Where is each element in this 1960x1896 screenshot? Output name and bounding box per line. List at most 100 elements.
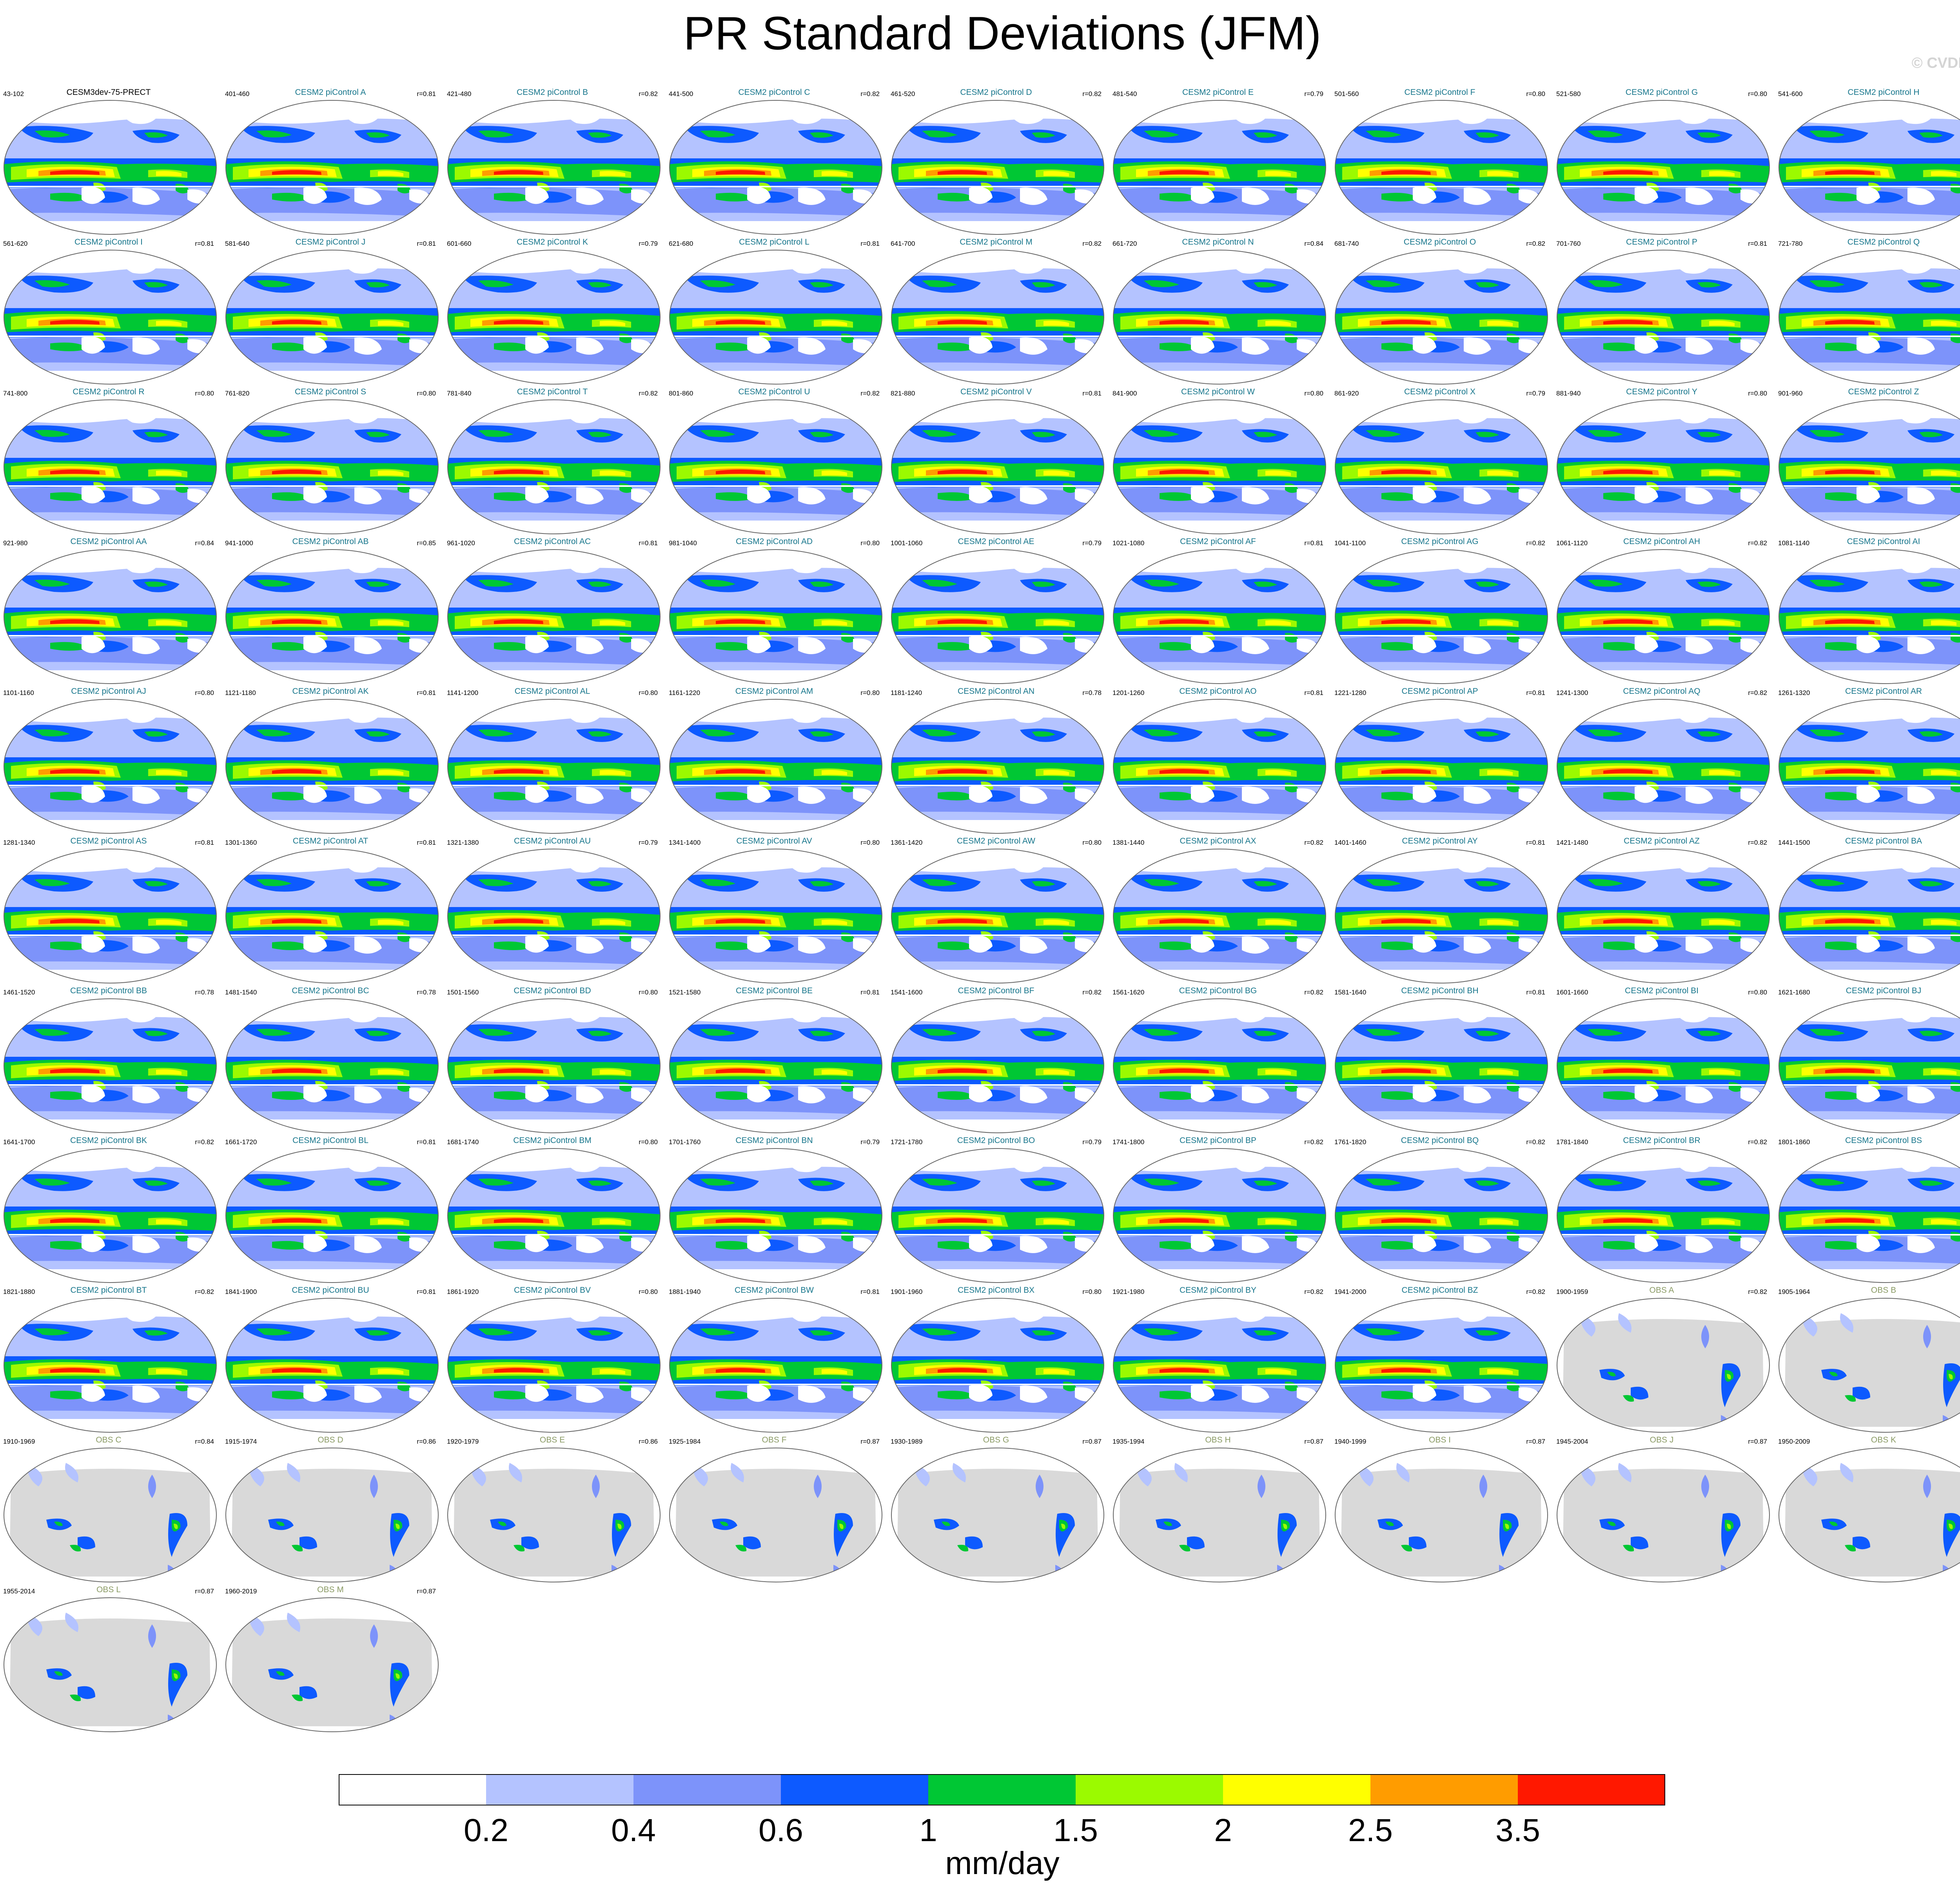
model-panel: 741-800 CESM2 piControl R r=0.80 bbox=[0, 387, 217, 535]
obs-panel: 1900-1959 OBS A r=0.82 bbox=[1553, 1286, 1770, 1433]
panel-correlation: r=0.82 bbox=[1082, 90, 1102, 98]
panel-title: CESM2 piControl AE bbox=[958, 537, 1034, 546]
model-panel: 1721-1780 CESM2 piControl BO r=0.79 bbox=[887, 1136, 1105, 1283]
panel-title: CESM2 piControl V bbox=[960, 387, 1032, 396]
panel-correlation: r=0.81 bbox=[417, 839, 436, 846]
panel-correlation: r=0.82 bbox=[1304, 1138, 1323, 1146]
panel-correlation: r=0.81 bbox=[1748, 240, 1767, 247]
panel-title: CESM2 piControl S bbox=[294, 387, 367, 396]
panel-correlation: r=0.80 bbox=[1304, 390, 1323, 397]
panel-years: 1900-1959 bbox=[1556, 1288, 1588, 1295]
panel-correlation: r=0.81 bbox=[417, 240, 436, 247]
panel-correlation: r=0.79 bbox=[1082, 539, 1102, 547]
panel-correlation: r=0.80 bbox=[1526, 90, 1545, 98]
model-map bbox=[1779, 998, 1960, 1133]
model-map bbox=[447, 1148, 661, 1283]
model-panel: 681-740 CESM2 piControl O r=0.82 bbox=[1331, 238, 1548, 385]
panel-title: OBS A bbox=[1649, 1286, 1674, 1295]
model-map bbox=[1557, 549, 1770, 684]
model-map bbox=[669, 998, 882, 1133]
panel-years: 721-780 bbox=[1778, 240, 1803, 247]
model-panel: 1481-1540 CESM2 piControl BC r=0.78 bbox=[222, 986, 439, 1134]
model-map bbox=[669, 549, 882, 684]
model-map bbox=[669, 1298, 882, 1433]
panel-title: CESM2 piControl AH bbox=[1623, 537, 1700, 546]
model-panel: 401-460 CESM2 piControl A r=0.81 bbox=[222, 88, 439, 235]
panel-title: CESM2 piControl Q bbox=[1847, 238, 1920, 247]
model-panel: 1761-1820 CESM2 piControl BQ r=0.82 bbox=[1331, 1136, 1548, 1283]
panel-correlation: r=0.81 bbox=[1082, 390, 1102, 397]
colorbar-box-4 bbox=[781, 1774, 928, 1805]
panel-years: 1101-1160 bbox=[3, 689, 34, 697]
model-map bbox=[1335, 1148, 1548, 1283]
panel-years: 1881-1940 bbox=[669, 1288, 701, 1295]
model-panel: 1541-1600 CESM2 piControl BF r=0.82 bbox=[887, 986, 1105, 1134]
model-panel: 1021-1080 CESM2 piControl AF r=0.81 bbox=[1109, 537, 1327, 684]
panel-title: CESM2 piControl AJ bbox=[71, 687, 146, 696]
panel-title: CESM2 piControl AC bbox=[514, 537, 591, 546]
obs-panel: 1930-1989 OBS G r=0.87 bbox=[887, 1435, 1105, 1583]
model-panel: 501-560 CESM2 piControl F r=0.80 bbox=[1331, 88, 1548, 235]
panel-correlation: r=0.81 bbox=[195, 240, 214, 247]
model-map bbox=[4, 998, 217, 1133]
model-map bbox=[225, 998, 439, 1133]
panel-years: 541-600 bbox=[1778, 90, 1803, 98]
model-panel: 1361-1420 CESM2 piControl AW r=0.80 bbox=[887, 836, 1105, 984]
panel-years: 1421-1480 bbox=[1556, 839, 1588, 846]
model-panel: 561-620 CESM2 piControl I r=0.81 bbox=[0, 238, 217, 385]
panel-correlation: r=0.79 bbox=[1082, 1138, 1102, 1146]
panel-correlation: r=0.79 bbox=[639, 240, 658, 247]
panel-correlation: r=0.87 bbox=[417, 1588, 436, 1595]
panel-title: OBS J bbox=[1650, 1435, 1674, 1444]
model-panel: 1301-1360 CESM2 piControl AT r=0.81 bbox=[222, 836, 439, 984]
panel-title: CESM2 piControl AF bbox=[1180, 537, 1256, 546]
panel-correlation: r=0.82 bbox=[1748, 1288, 1767, 1295]
obs-panel: 1935-1994 OBS H r=0.87 bbox=[1109, 1435, 1327, 1583]
units-label: mm/day bbox=[945, 1845, 1060, 1881]
panel-title: CESM3dev-75-PRECT bbox=[66, 88, 151, 97]
model-map bbox=[447, 100, 661, 235]
panel-years: 1381-1440 bbox=[1112, 839, 1145, 846]
panel-correlation: r=0.81 bbox=[1526, 689, 1545, 697]
model-map bbox=[1779, 699, 1960, 834]
panel-title: CESM2 piControl AQ bbox=[1623, 687, 1700, 696]
panel-years: 1721-1780 bbox=[891, 1138, 923, 1146]
panel-correlation: r=0.79 bbox=[860, 1138, 880, 1146]
panel-years: 1121-1180 bbox=[225, 689, 256, 697]
panel-correlation: r=0.87 bbox=[195, 1588, 214, 1595]
panel-correlation: r=0.81 bbox=[1526, 839, 1545, 846]
model-map bbox=[1779, 849, 1960, 983]
panel-years: 1941-2000 bbox=[1334, 1288, 1367, 1295]
model-map bbox=[1335, 100, 1548, 235]
obs-map bbox=[225, 1448, 439, 1582]
panel-title: CESM2 piControl E bbox=[1182, 88, 1254, 97]
model-map bbox=[1557, 100, 1770, 235]
panel-title: CESM2 piControl BL bbox=[292, 1136, 368, 1145]
obs-panel: 1920-1979 OBS E r=0.86 bbox=[444, 1435, 661, 1583]
panel-correlation: r=0.79 bbox=[1304, 90, 1323, 98]
panel-years: 801-860 bbox=[669, 390, 693, 397]
model-map bbox=[669, 100, 882, 235]
panel-years: 1401-1460 bbox=[1334, 839, 1367, 846]
panel-title: CESM2 piControl AS bbox=[70, 836, 147, 845]
panel-title: CESM2 piControl BF bbox=[958, 986, 1034, 995]
panel-correlation: r=0.82 bbox=[639, 390, 658, 397]
panel-years: 1361-1420 bbox=[891, 839, 923, 846]
model-map bbox=[891, 849, 1104, 983]
panel-years: 1955-2014 bbox=[3, 1588, 35, 1595]
model-panel: 1281-1340 CESM2 piControl AS r=0.81 bbox=[0, 836, 217, 984]
model-panel: 1581-1640 CESM2 piControl BH r=0.81 bbox=[1331, 986, 1548, 1134]
panel-title: CESM2 piControl BB bbox=[70, 986, 147, 995]
panel-correlation: r=0.82 bbox=[1526, 240, 1545, 247]
panel-correlation: r=0.80 bbox=[1748, 989, 1767, 996]
panel-years: 1241-1300 bbox=[1556, 689, 1588, 697]
obs-panel: 1960-2019 OBS M r=0.87 bbox=[222, 1585, 439, 1733]
panel-correlation: r=0.82 bbox=[195, 1138, 214, 1146]
panel-title: CESM2 piControl AA bbox=[70, 537, 147, 546]
panel-title: CESM2 piControl BY bbox=[1179, 1286, 1257, 1295]
model-panel: 421-480 CESM2 piControl B r=0.82 bbox=[444, 88, 661, 235]
model-map bbox=[891, 549, 1104, 684]
model-panel: 1341-1400 CESM2 piControl AV r=0.80 bbox=[666, 836, 883, 984]
